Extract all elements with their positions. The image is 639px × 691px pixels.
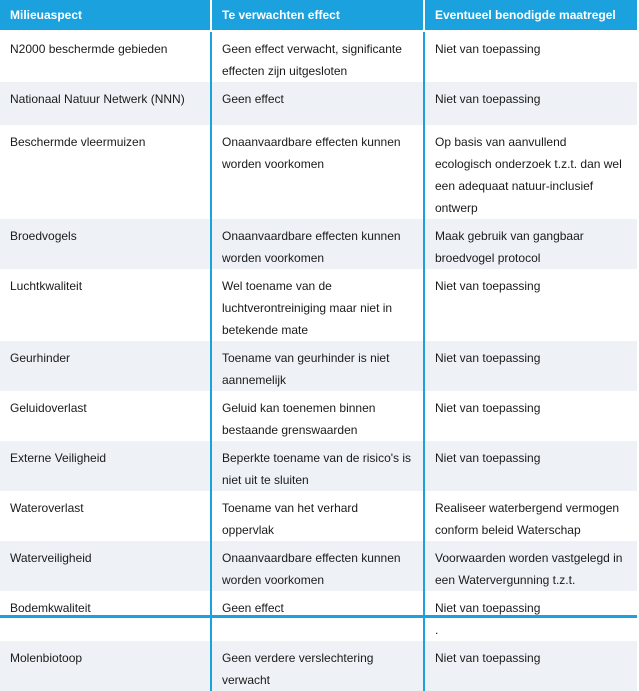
cell-aspect: Waterveiligheid: [0, 541, 211, 591]
cell-measure: Niet van toepassing: [423, 341, 637, 391]
cell-effect: Geluid kan toenemen binnen bestaande gre…: [210, 391, 424, 441]
table-row: N2000 beschermde gebieden Geen effect ve…: [0, 31, 637, 82]
cell-measure: Voorwaarden worden vastgelegd in een Wat…: [423, 541, 637, 591]
cell-effect: Onaanvaardbare effecten kunnen worden vo…: [210, 125, 424, 219]
column-header-maatregel: Eventueel benodigde maatregel: [423, 0, 637, 32]
table-row: Wateroverlast Toename van het verhard op…: [0, 491, 637, 541]
cell-effect: Geen effect: [210, 82, 424, 125]
cell-aspect: Nationaal Natuur Netwerk (NNN): [0, 82, 211, 125]
cell-aspect: Luchtkwaliteit: [0, 269, 211, 341]
column-header-milieuaspect: Milieuaspect: [0, 0, 211, 32]
table-row: Beschermde vleermuizen Onaanvaardbare ef…: [0, 125, 637, 219]
table-row: Luchtkwaliteit Wel toename van de luchtv…: [0, 269, 637, 341]
table-row: Geurhinder Toename van geurhinder is nie…: [0, 341, 637, 391]
table-row: Externe Veiligheid Beperkte toename van …: [0, 441, 637, 491]
cell-effect: Onaanvaardbare effecten kunnen worden vo…: [210, 219, 424, 269]
cell-aspect: N2000 beschermde gebieden: [0, 31, 211, 82]
cell-effect: Beperkte toename van de risico's is niet…: [210, 441, 424, 491]
cell-aspect: Beschermde vleermuizen: [0, 125, 211, 219]
cell-measure: Niet van toepassing: [423, 269, 637, 341]
cell-effect: Geen verdere verslechtering verwacht: [210, 641, 424, 691]
cell-aspect: Geurhinder: [0, 341, 211, 391]
cell-aspect: Geluidoverlast: [0, 391, 211, 441]
cell-aspect: Molenbiotoop: [0, 641, 211, 691]
cell-measure: Niet van toepassing: [423, 391, 637, 441]
table-header: Milieuaspect Te verwachten effect Eventu…: [0, 0, 637, 32]
cell-measure: Niet van toepassing: [423, 641, 637, 691]
table-bottom-rule: [0, 615, 637, 618]
cell-measure: Niet van toepassing: [423, 441, 637, 491]
cell-aspect: Wateroverlast: [0, 491, 211, 541]
table-row: Nationaal Natuur Netwerk (NNN) Geen effe…: [0, 82, 637, 125]
table-row: Waterveiligheid Onaanvaardbare effecten …: [0, 541, 637, 591]
table-row: Broedvogels Onaanvaardbare effecten kunn…: [0, 219, 637, 269]
cell-effect: Wel toename van de luchtverontreiniging …: [210, 269, 424, 341]
table-body: N2000 beschermde gebieden Geen effect ve…: [0, 31, 637, 691]
cell-measure: Niet van toepassing: [423, 82, 637, 125]
cell-aspect: Broedvogels: [0, 219, 211, 269]
cell-aspect: Externe Veiligheid: [0, 441, 211, 491]
header-row: Milieuaspect Te verwachten effect Eventu…: [0, 0, 637, 32]
cell-effect: Onaanvaardbare effecten kunnen worden vo…: [210, 541, 424, 591]
cell-measure: Op basis van aanvullend ecologisch onder…: [423, 125, 637, 219]
cell-measure: Realiseer waterbergend vermogen conform …: [423, 491, 637, 541]
column-header-effect: Te verwachten effect: [210, 0, 424, 32]
cell-measure: Niet van toepassing: [423, 31, 637, 82]
table-row: Geluidoverlast Geluid kan toenemen binne…: [0, 391, 637, 441]
table-row: Molenbiotoop Geen verdere verslechtering…: [0, 641, 637, 691]
cell-measure: Maak gebruik van gangbaar broedvogel pro…: [423, 219, 637, 269]
cell-effect: Toename van het verhard oppervlak: [210, 491, 424, 541]
cell-effect: Toename van geurhinder is niet aannemeli…: [210, 341, 424, 391]
cell-effect: Geen effect verwacht, significante effec…: [210, 31, 424, 82]
